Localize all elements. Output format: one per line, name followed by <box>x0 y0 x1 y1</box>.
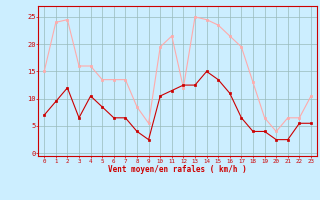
X-axis label: Vent moyen/en rafales ( km/h ): Vent moyen/en rafales ( km/h ) <box>108 165 247 174</box>
